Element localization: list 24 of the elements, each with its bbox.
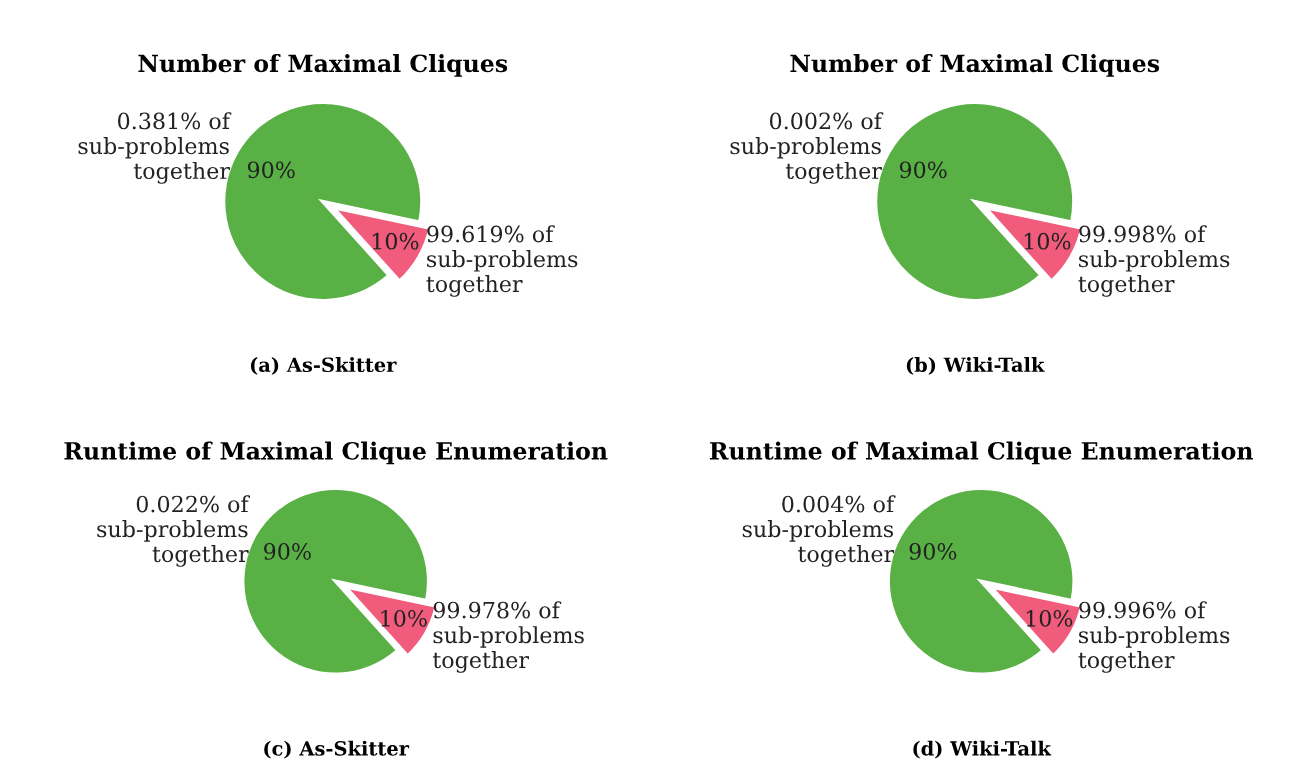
data-label: 10% bbox=[1024, 232, 1071, 250]
data-label: 90% bbox=[899, 161, 947, 179]
slice-label: 99.996% of sub-problems together bbox=[1078, 601, 1230, 673]
slice-label: 0.004% of sub-problems together bbox=[742, 495, 896, 567]
slice-label: 0.022% of sub-problems together bbox=[97, 495, 251, 567]
slice-label: 99.978% of sub-problems together bbox=[432, 601, 584, 673]
slice-label: 99.998% of sub-problems together bbox=[1078, 225, 1230, 297]
slice-label: 99.619% of sub-problems together bbox=[426, 225, 578, 297]
data-label: 10% bbox=[381, 609, 427, 627]
chart-title: Number of Maximal Cliques bbox=[790, 54, 1160, 77]
slice-label: 0.381% of sub-problems together bbox=[78, 112, 232, 184]
data-label: 10% bbox=[1026, 609, 1073, 627]
slice-label: 0.002% of sub-problems together bbox=[730, 112, 884, 184]
chart-title: Runtime of Maximal Clique Enumeration bbox=[709, 441, 1253, 465]
text: (a) As-Skitter bbox=[250, 357, 397, 375]
data-label: 90% bbox=[264, 542, 311, 560]
chart-title: Number of Maximal Cliques bbox=[138, 54, 508, 77]
text: (b) Wiki-Talk bbox=[906, 357, 1045, 375]
text: (d) Wiki-Talk bbox=[913, 740, 1052, 759]
data-label: 10% bbox=[372, 232, 419, 250]
data-label: 90% bbox=[909, 542, 957, 560]
text: (c) As-Skitter bbox=[264, 740, 410, 759]
data-label: 90% bbox=[247, 161, 295, 179]
chart-title: Runtime of Maximal Clique Enumeration bbox=[64, 441, 608, 465]
